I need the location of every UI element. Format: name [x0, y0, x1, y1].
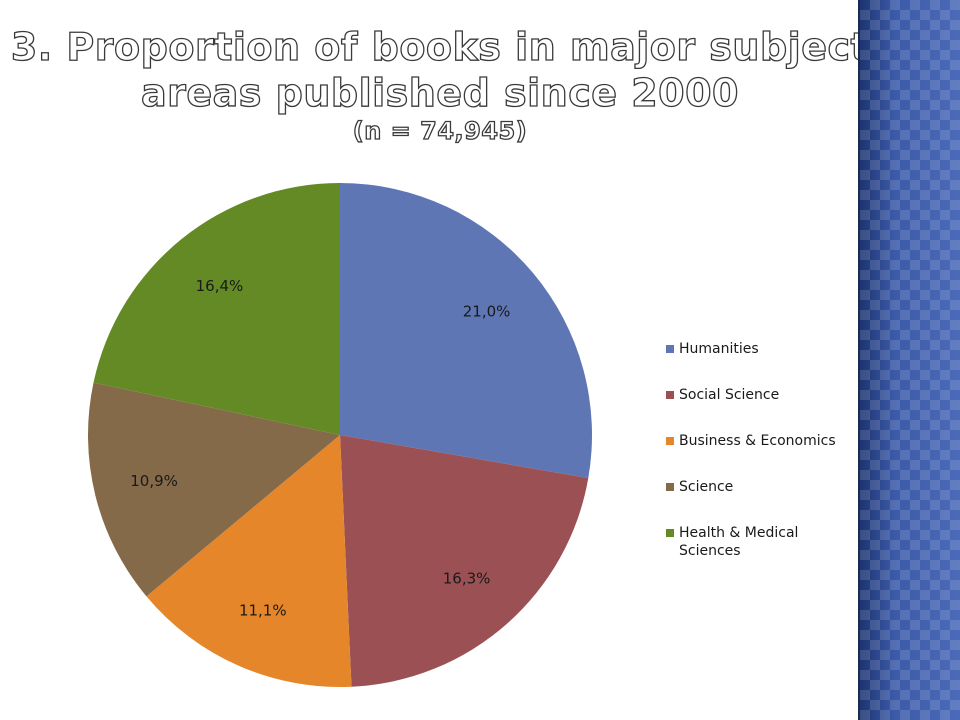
- title-line-1: 3. Proportion of books in major subject: [10, 24, 870, 69]
- pie-slice-business-and-economics: [146, 435, 352, 688]
- chart-legend: Humanities Social Science Business & Econo…: [666, 340, 846, 560]
- pie-slice-social-science: [340, 435, 589, 687]
- legend-swatch: [666, 483, 674, 491]
- pie-data-labels: 21,0% 16,3% 11,1% 10,9% 16,4%: [130, 277, 510, 619]
- legend-item-health-and-medical-sciences: Health & Medical Sciences: [666, 524, 846, 560]
- legend-item-business-and-economics: Business & Economics: [666, 432, 846, 450]
- title-subtitle: (n = 74,945): [352, 116, 528, 145]
- legend-label: Social Science: [679, 387, 780, 403]
- legend-swatch: [666, 391, 674, 399]
- legend-label: Humanities: [679, 341, 759, 357]
- pie-slice-humanities: [340, 183, 593, 479]
- pie-slices: [88, 183, 593, 688]
- data-label-business-and-economics: 11,1%: [239, 601, 287, 619]
- pie-chart: 21,0% 16,3% 11,1% 10,9% 16,4%: [88, 183, 593, 688]
- data-label-health-and-medical-sciences: 16,4%: [196, 277, 244, 295]
- legend-item-social-science: Social Science: [666, 386, 846, 404]
- decorative-side-band: [860, 0, 960, 720]
- title-line-2: areas published since 2000: [140, 70, 739, 115]
- legend-label: Health & Medical Sciences: [679, 525, 799, 559]
- legend-label: Science: [679, 479, 734, 495]
- legend-swatch: [666, 529, 674, 537]
- slide-title: 3. Proportion of books in major subject …: [0, 24, 880, 146]
- legend-label: Business & Economics: [679, 433, 836, 449]
- side-band-edge: [858, 0, 860, 720]
- data-label-social-science: 16,3%: [443, 570, 491, 588]
- data-label-science: 10,9%: [130, 472, 178, 490]
- legend-swatch: [666, 345, 674, 353]
- pie-slice-science: [88, 382, 341, 597]
- data-label-humanities: 21,0%: [463, 303, 511, 321]
- legend-item-science: Science: [666, 478, 846, 496]
- pie-slice-health-and-medical-sciences: [93, 183, 340, 435]
- legend-item-humanities: Humanities: [666, 340, 846, 358]
- legend-swatch: [666, 437, 674, 445]
